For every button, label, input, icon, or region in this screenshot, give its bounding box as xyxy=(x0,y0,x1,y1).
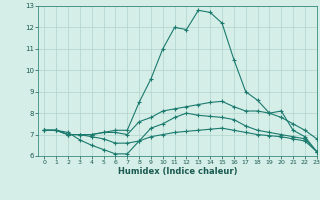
X-axis label: Humidex (Indice chaleur): Humidex (Indice chaleur) xyxy=(118,167,237,176)
